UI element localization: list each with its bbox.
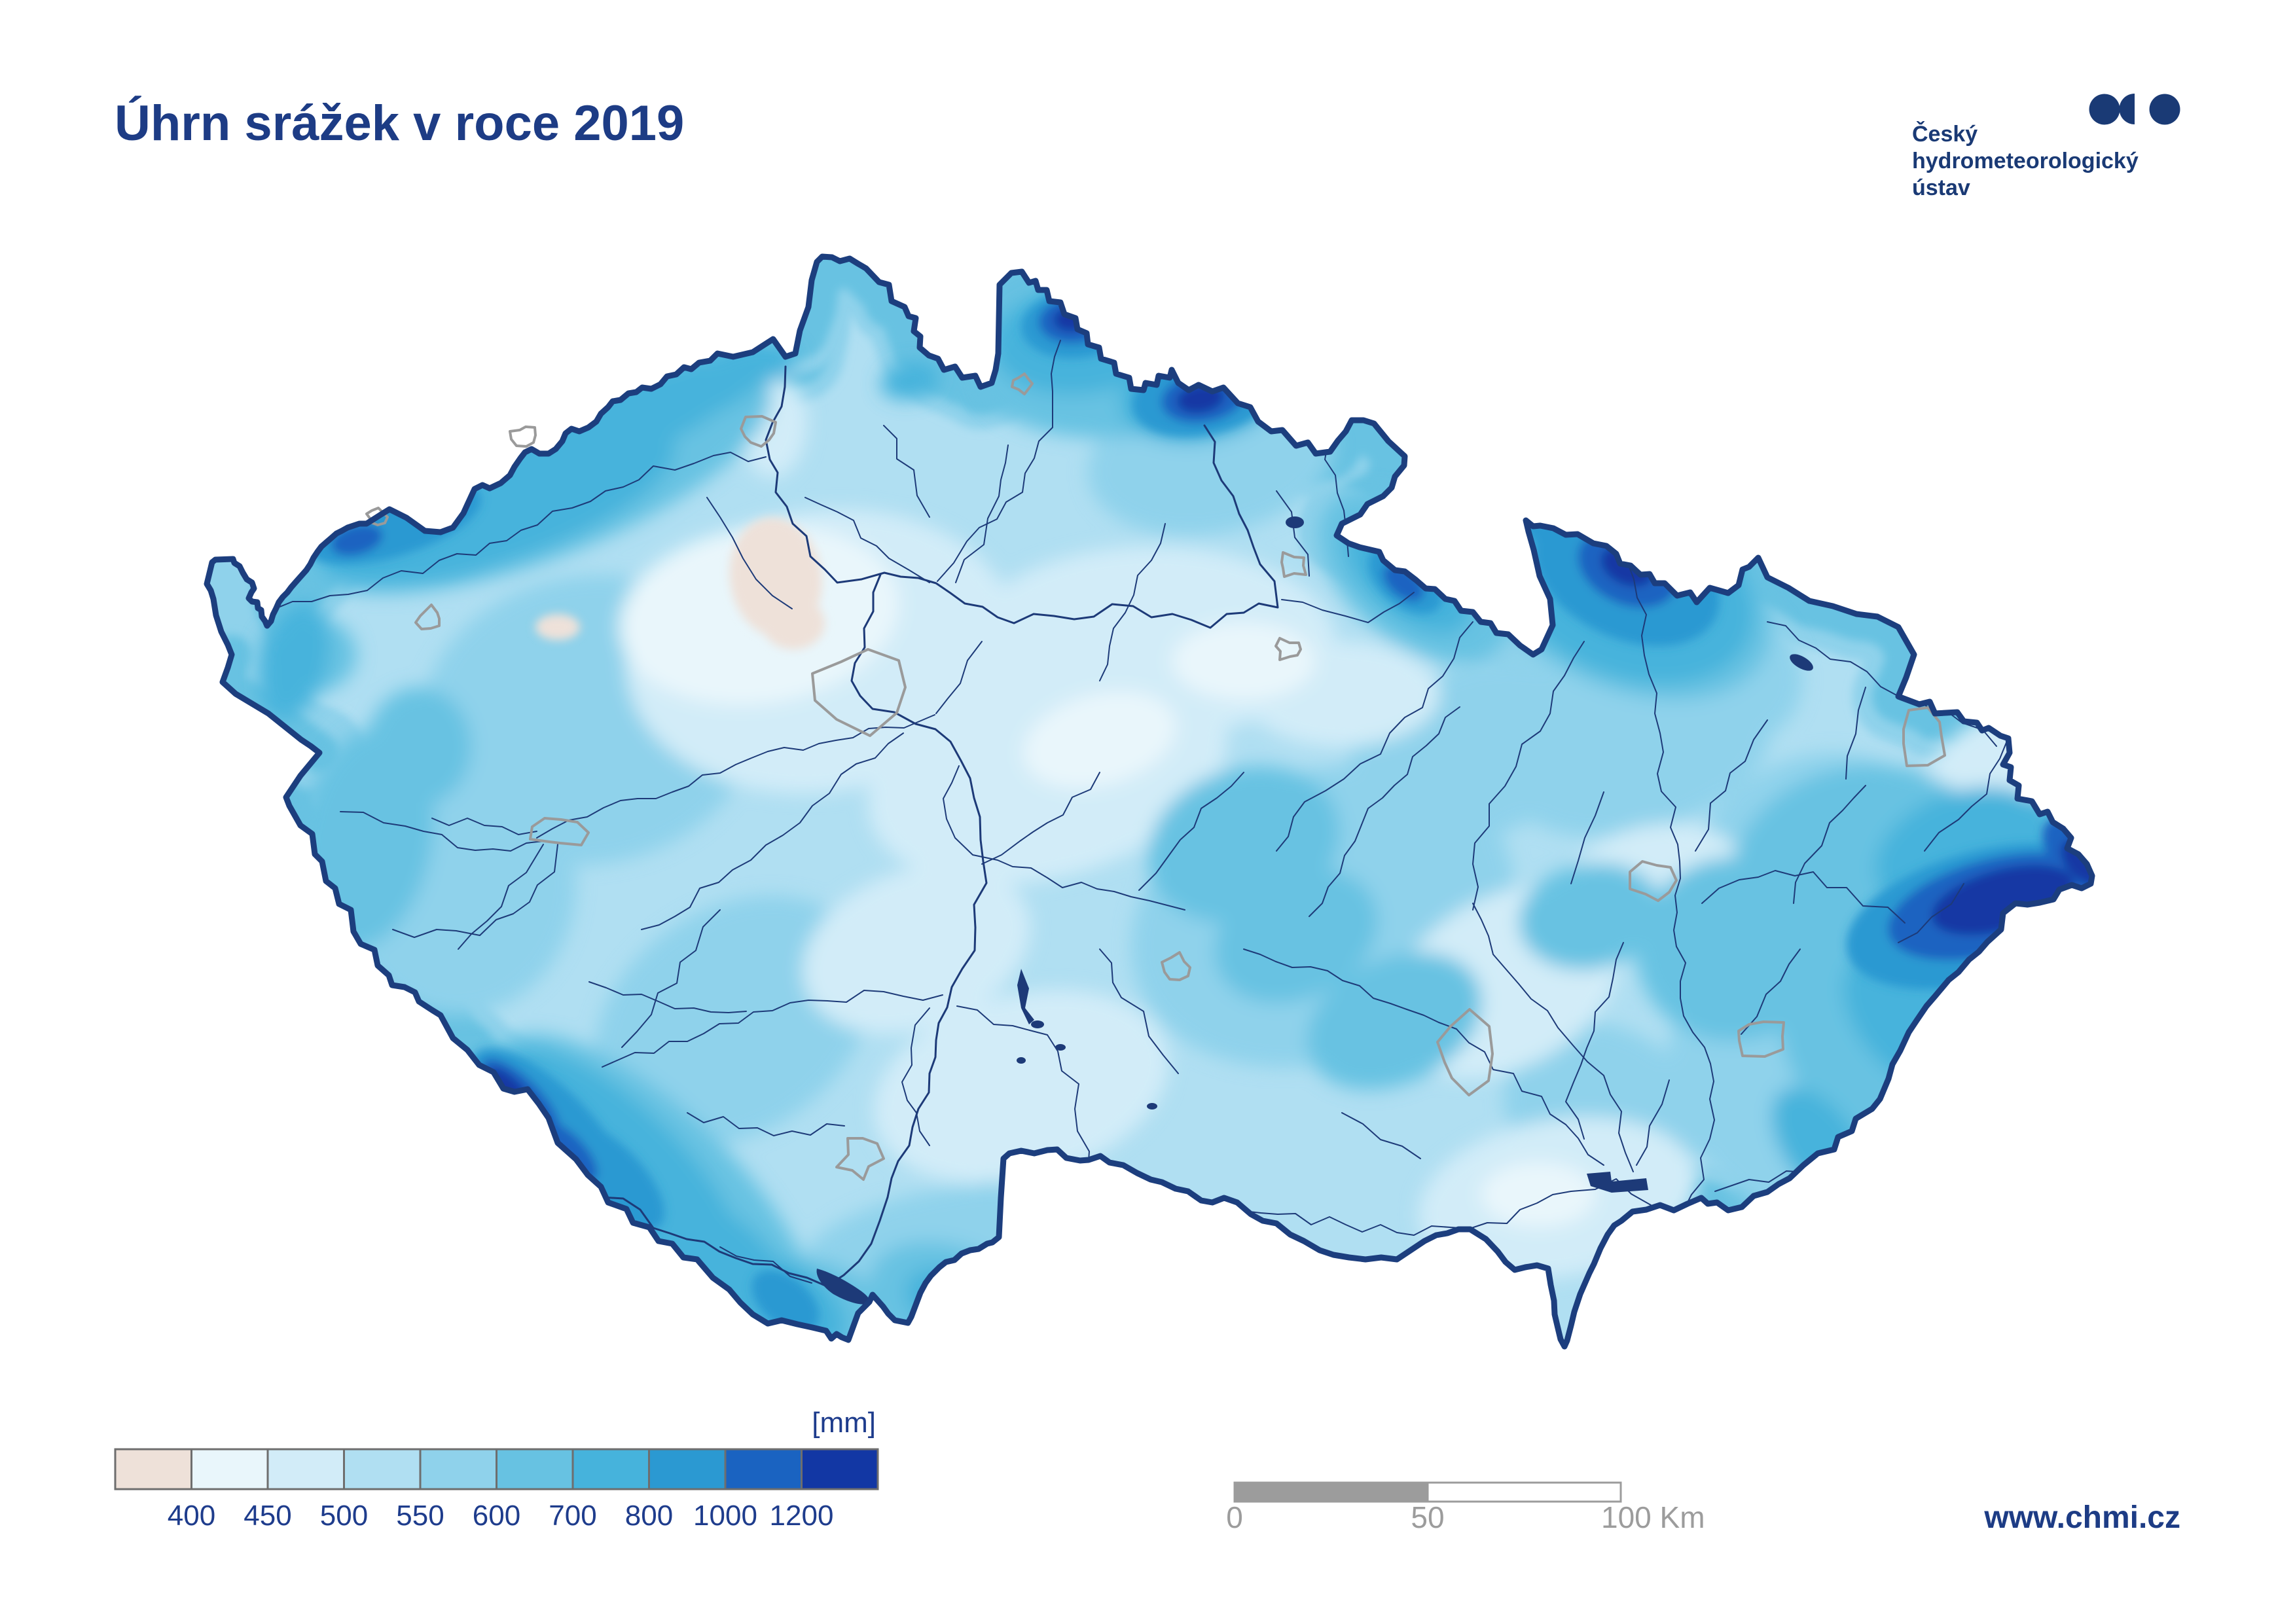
svg-text:Úhrn srážek v roce 2019: Úhrn srážek v roce 2019 (115, 96, 684, 151)
svg-text:100 Km: 100 Km (1601, 1500, 1705, 1534)
svg-text:www.chmi.cz: www.chmi.cz (1983, 1500, 2180, 1535)
svg-text:450: 450 (244, 1500, 291, 1532)
svg-text:[mm]: [mm] (812, 1407, 876, 1439)
svg-text:Český: Český (1912, 121, 1978, 147)
svg-text:400: 400 (168, 1500, 215, 1532)
svg-text:hydrometeorologický: hydrometeorologický (1912, 149, 2139, 173)
svg-text:1000: 1000 (693, 1500, 757, 1532)
svg-text:50: 50 (1411, 1500, 1444, 1534)
svg-text:0: 0 (1226, 1500, 1243, 1534)
svg-text:600: 600 (473, 1500, 520, 1532)
svg-text:800: 800 (625, 1500, 673, 1532)
svg-text:550: 550 (396, 1500, 444, 1532)
svg-text:ústav: ústav (1912, 175, 1970, 200)
svg-text:500: 500 (320, 1500, 368, 1532)
svg-text:700: 700 (549, 1500, 596, 1532)
svg-text:1200: 1200 (770, 1500, 834, 1532)
